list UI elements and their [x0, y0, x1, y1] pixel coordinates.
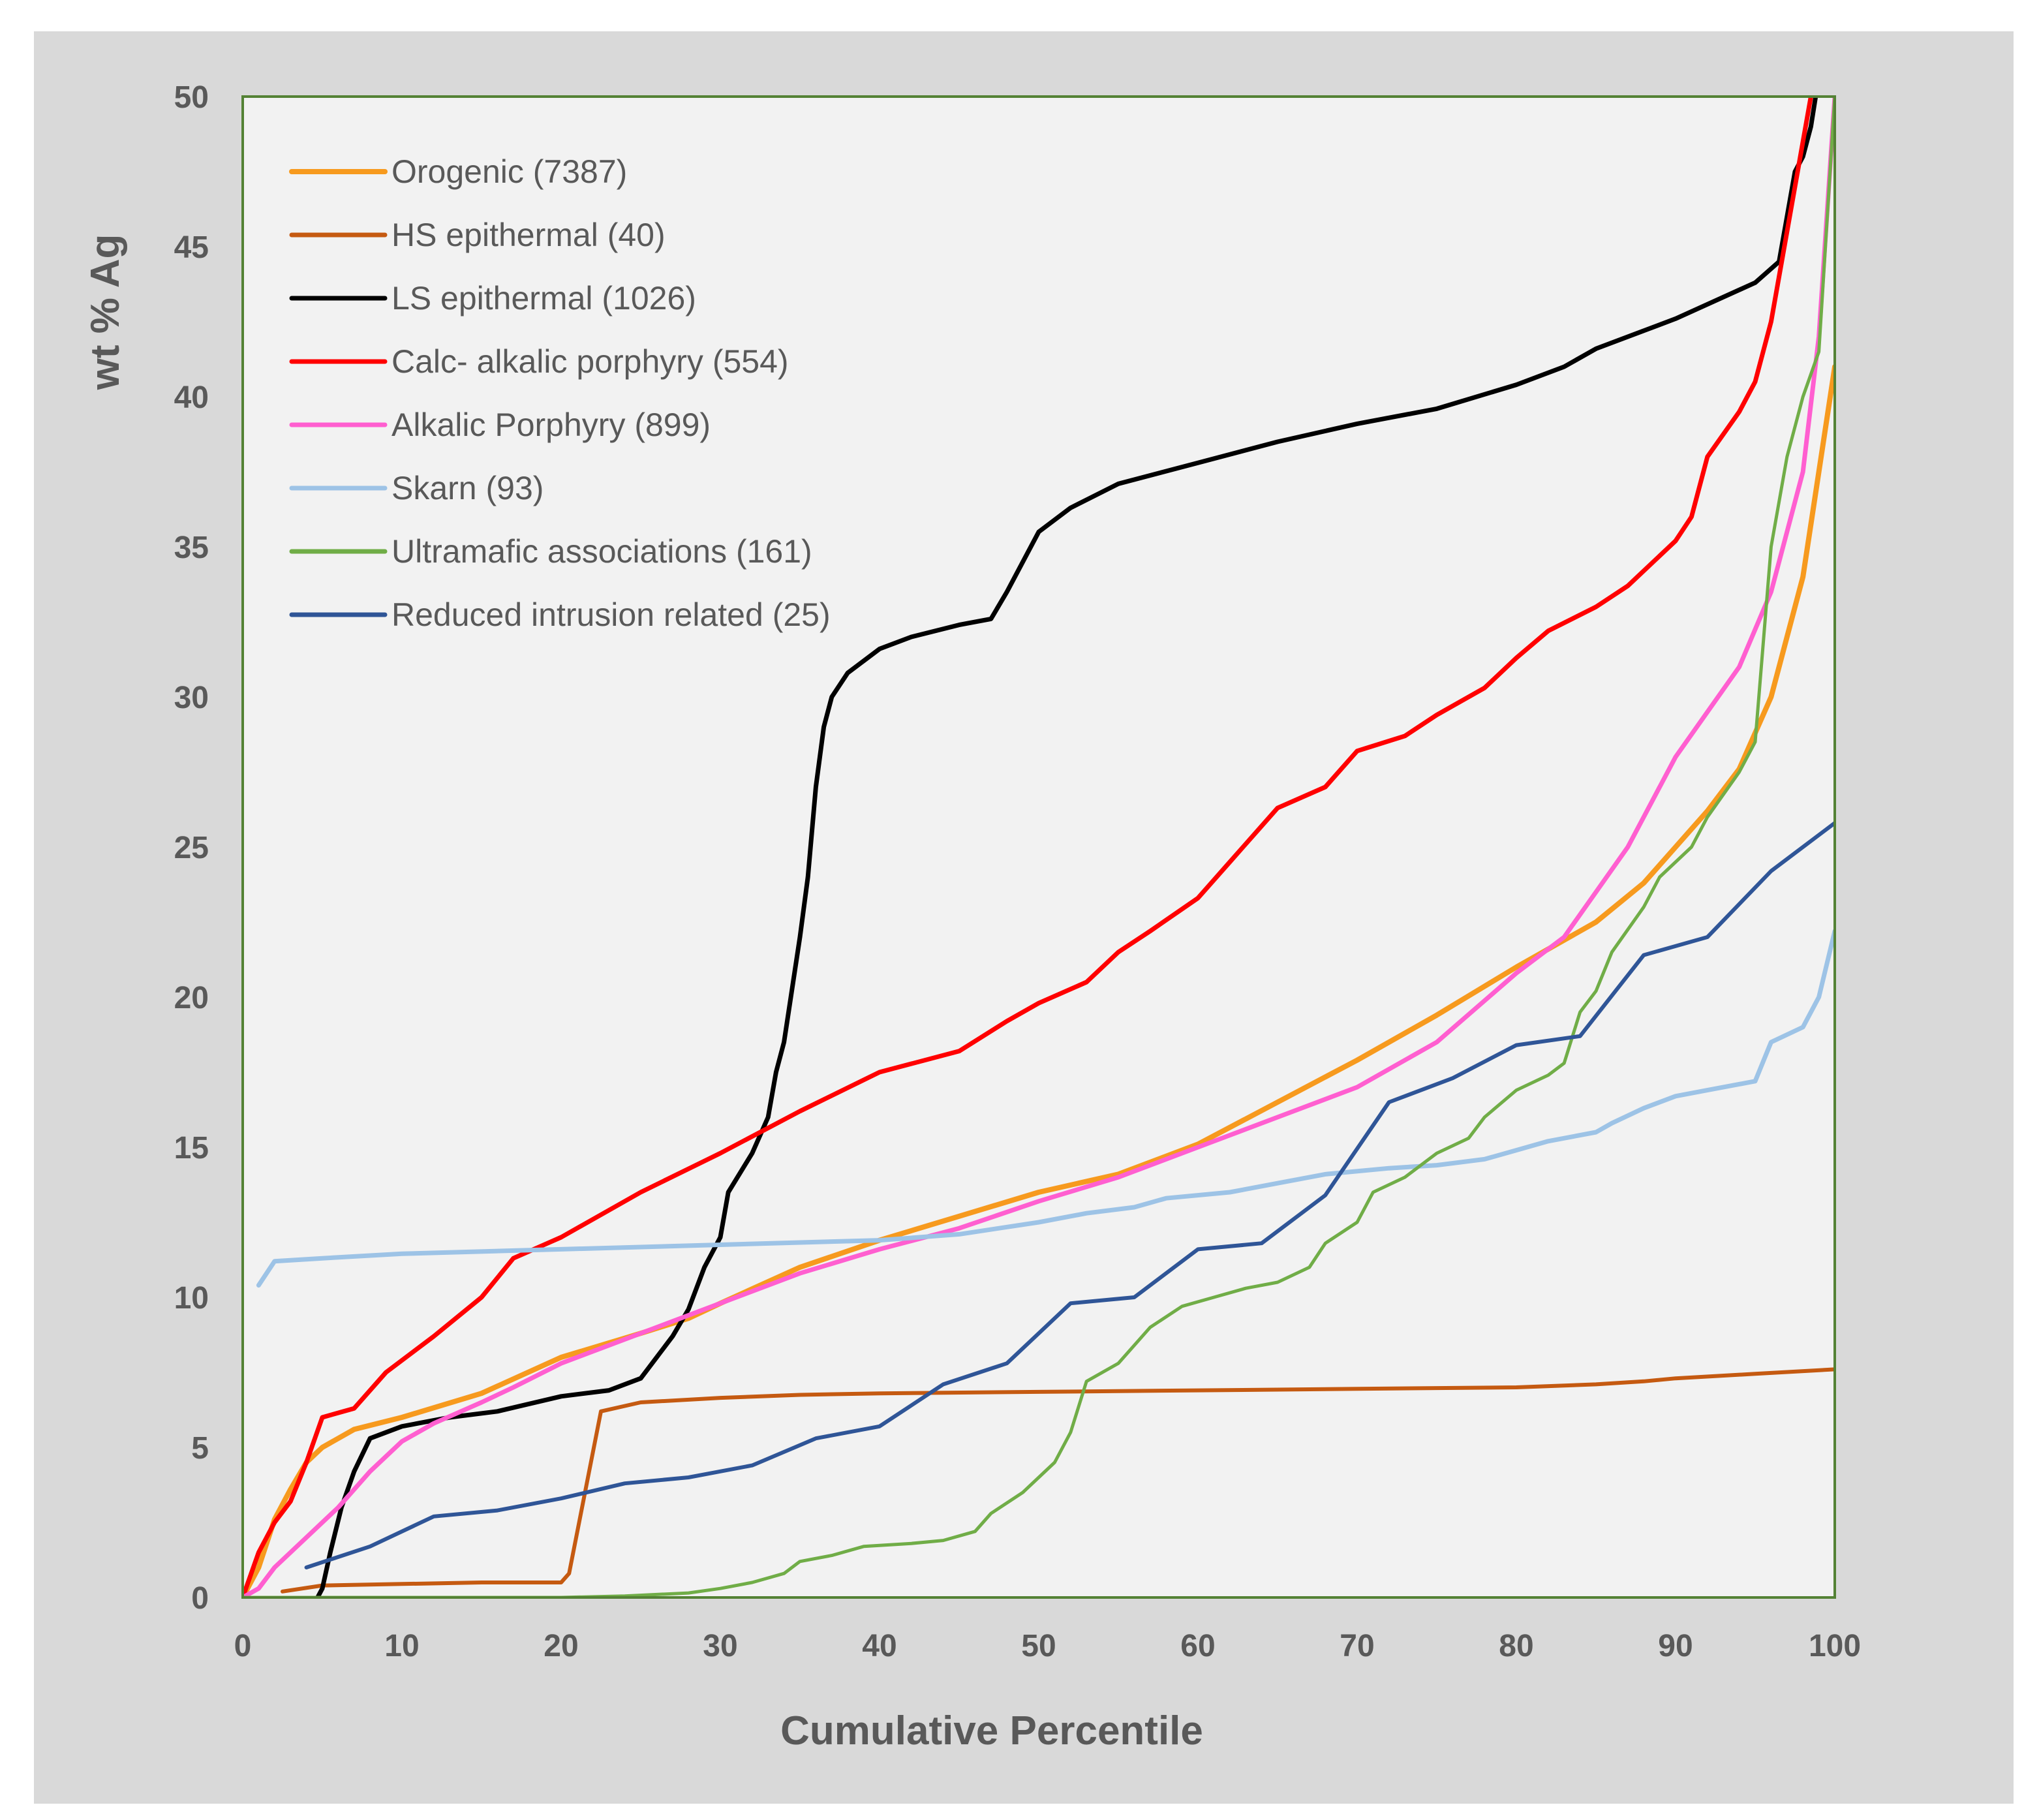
- y-axis-title: wt % Ag: [83, 234, 128, 391]
- series-line-7: [243, 97, 1835, 1597]
- y-tick-label: 30: [174, 681, 209, 715]
- plot-area: [243, 97, 1835, 1597]
- series-line-2: [281, 1367, 1835, 1594]
- x-tick-label: 0: [234, 1629, 252, 1663]
- series-line-1: [243, 364, 1835, 1597]
- legend: Orogenic (7387) HS epithermal (40) LS epit…: [289, 153, 831, 633]
- legend-label: HS epithermal (40): [391, 217, 666, 253]
- y-tick-label: 50: [174, 80, 209, 115]
- x-tick-label: 40: [862, 1629, 897, 1663]
- series-line-6: [256, 929, 1835, 1288]
- y-tick-label: 15: [174, 1131, 209, 1165]
- chart-frame: 0 10 20 30 40 50 60 70 80 90 100 0 5 10 15 20 25 30 35 40 4…: [34, 31, 2014, 1804]
- x-tick-label: 70: [1340, 1629, 1374, 1663]
- plot-border: [241, 95, 1836, 1599]
- x-tick-label: 90: [1658, 1629, 1693, 1663]
- x-tick-label: 20: [544, 1629, 578, 1663]
- series-line-3: [315, 97, 1818, 1597]
- x-tick-label: 100: [1809, 1629, 1861, 1663]
- x-tick-label: 10: [384, 1629, 419, 1663]
- legend-label: LS epithermal (1026): [391, 280, 696, 316]
- legend-label: Reduced intrusion related (25): [391, 596, 831, 633]
- series-line-5: [243, 97, 1835, 1597]
- series-line-8: [304, 821, 1835, 1569]
- x-tick-label: 60: [1180, 1629, 1215, 1663]
- x-axis-ticks: 0 10 20 30 40 50 60 70 80 90 100: [234, 1629, 1861, 1663]
- y-tick-label: 35: [174, 531, 209, 565]
- legend-label: Ultramafic associations (161): [391, 533, 812, 570]
- legend-label: Alkalic Porphyry (899): [391, 407, 711, 443]
- y-tick-label: 20: [174, 981, 209, 1015]
- y-tick-label: 45: [174, 230, 209, 265]
- y-tick-label: 0: [191, 1581, 209, 1616]
- x-axis-title: Cumulative Percentile: [780, 1708, 1203, 1753]
- x-tick-label: 50: [1021, 1629, 1056, 1663]
- y-tick-label: 5: [191, 1431, 209, 1466]
- series-layer: [243, 97, 1835, 1597]
- chart: 0 10 20 30 40 50 60 70 80 90 100 0 5 10 15 20 25 30 35 40 4…: [83, 80, 1861, 1753]
- series-line-4: [243, 97, 1813, 1597]
- legend-label: Skarn (93): [391, 470, 544, 506]
- y-tick-label: 40: [174, 380, 209, 415]
- y-tick-label: 10: [174, 1281, 209, 1316]
- y-axis-ticks: 0 5 10 15 20 25 30 35 40 45 50: [174, 80, 209, 1616]
- y-tick-label: 25: [174, 831, 209, 865]
- legend-label: Orogenic (7387): [391, 153, 627, 190]
- x-tick-label: 80: [1499, 1629, 1533, 1663]
- legend-label: Calc- alkalic porphyry (554): [391, 343, 789, 380]
- x-tick-label: 30: [703, 1629, 737, 1663]
